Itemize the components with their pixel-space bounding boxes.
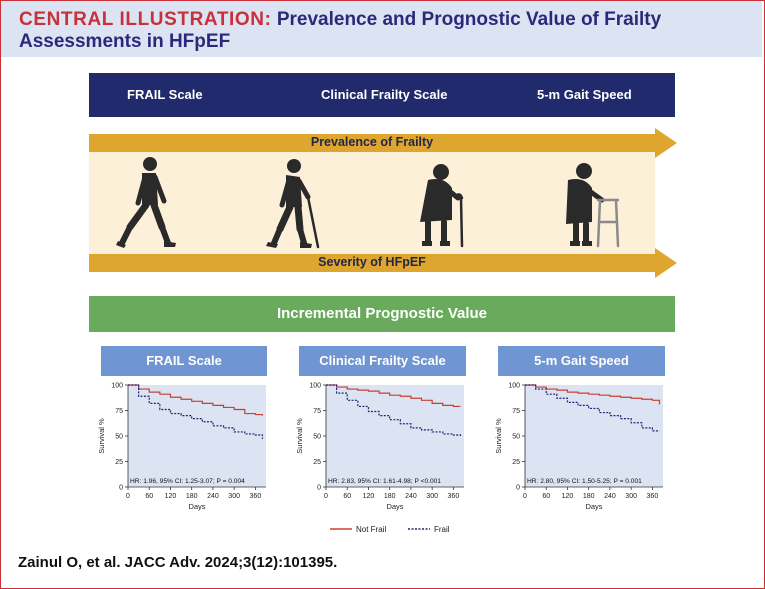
km-title-clinical-frailty-scale: Clinical Frailty Scale	[299, 346, 466, 376]
plot-area	[525, 385, 663, 487]
page-title: CENTRAL ILLUSTRATION: Prevalence and Pro…	[19, 9, 739, 53]
title-text: Prevalence and Prognostic Value of Frail…	[19, 9, 662, 52]
prevalence-label: Prevalence of Frailty	[310, 135, 434, 149]
x-tick-label: 60	[343, 493, 351, 500]
x-tick-label: 360	[448, 493, 460, 500]
header-banner: CENTRAL ILLUSTRATION: Prevalence and Pro…	[1, 1, 762, 57]
y-tick-label: 50	[115, 434, 123, 441]
y-tick-label: 25	[313, 459, 321, 466]
assessment-bar: FRAIL Scale Clinical Frailty Scale 5-m G…	[89, 73, 675, 117]
km-title-gait-speed: 5-m Gait Speed	[498, 346, 665, 376]
km-chart-frail-scale: 0 25 50 75 100 0 60 120 180 240 300 360 Days Survival…	[97, 383, 266, 511]
y-axis-label: Survival %	[494, 418, 503, 454]
x-tick-label: 120	[165, 493, 177, 500]
hazard-ratio-text: HR: 2.83, 95% CI: 1.61-4.98; P <0.001	[328, 478, 441, 485]
assessment-gait-speed: 5-m Gait Speed	[537, 87, 632, 102]
x-tick-label: 300	[228, 493, 240, 500]
series-not-frail-line	[128, 384, 264, 416]
legend-not-frail-label: Not Frail	[356, 525, 386, 534]
y-tick-label: 100	[508, 383, 520, 390]
x-tick-label: 120	[562, 493, 574, 500]
hunched-person-with-cane-icon	[420, 164, 464, 248]
frailty-figures-band	[89, 151, 655, 255]
x-tick-label: 300	[625, 493, 637, 500]
x-tick-label: 360	[647, 493, 659, 500]
incremental-value-bar: Incremental Prognostic Value	[89, 296, 675, 332]
y-tick-label: 50	[313, 434, 321, 441]
x-tick-label: 240	[207, 493, 219, 500]
series-frail-line	[525, 384, 660, 432]
y-tick-label: 50	[512, 434, 520, 441]
series-frail-line	[326, 384, 462, 436]
x-tick-label: 180	[384, 493, 396, 500]
x-tick-label: 240	[405, 493, 417, 500]
title-lead: CENTRAL ILLUSTRATION:	[19, 9, 272, 30]
x-tick-label: 0	[324, 493, 328, 500]
x-tick-label: 60	[542, 493, 550, 500]
x-tick-label: 60	[145, 493, 153, 500]
x-tick-label: 300	[426, 493, 438, 500]
y-tick-label: 75	[115, 408, 123, 415]
walking-person-icon	[116, 157, 176, 248]
hazard-ratio-text: HR: 1.96, 95% CI: 1.25-3.07; P = 0.004	[130, 478, 245, 485]
x-tick-label: 0	[126, 493, 130, 500]
x-tick-label: 120	[363, 493, 375, 500]
x-tick-label: 180	[583, 493, 595, 500]
km-legend: Not Frail Frail	[330, 525, 450, 534]
legend-frail-label: Frail	[434, 525, 450, 534]
y-tick-label: 0	[516, 485, 520, 492]
y-tick-label: 25	[115, 459, 123, 466]
x-tick-label: 180	[186, 493, 198, 500]
severity-label: Severity of HFpEF	[318, 255, 426, 269]
plot-area	[128, 385, 266, 487]
x-axis-label: Days	[188, 502, 205, 511]
person-with-cane-icon	[266, 159, 320, 249]
series-frail-line	[128, 384, 264, 440]
y-tick-label: 75	[313, 408, 321, 415]
km-title-frail-scale: FRAIL Scale	[101, 346, 267, 376]
y-axis-label: Survival %	[97, 418, 106, 454]
person-with-walker-icon	[566, 163, 620, 248]
x-tick-label: 360	[250, 493, 262, 500]
x-tick-label: 240	[604, 493, 616, 500]
plot-area	[326, 385, 464, 487]
assessment-frail-scale: FRAIL Scale	[127, 87, 203, 102]
km-chart-gait-speed: 0 25 50 75 100 0 60 120 180 240 300 360 Days Survival…	[494, 383, 663, 511]
y-tick-label: 75	[512, 408, 520, 415]
y-tick-label: 100	[111, 383, 123, 390]
hazard-ratio-text: HR: 2.80, 95% CI: 1.50-5.25; P = 0.001	[527, 478, 642, 485]
citation: Zainul O, et al. JACC Adv. 2024;3(12):10…	[18, 554, 338, 571]
assessment-clinical-frailty-scale: Clinical Frailty Scale	[321, 87, 448, 102]
x-axis-label: Days	[585, 502, 602, 511]
y-tick-label: 0	[119, 485, 123, 492]
prevalence-arrow	[89, 128, 677, 158]
y-tick-label: 0	[317, 485, 321, 492]
series-not-frail-line	[326, 384, 461, 408]
km-chart-clinical-frailty-scale: 0 25 50 75 100 0 60 120 180 240 300 360 Days Survival…	[295, 383, 464, 511]
severity-arrow	[89, 248, 677, 278]
y-tick-label: 25	[512, 459, 520, 466]
x-tick-label: 0	[523, 493, 527, 500]
series-not-frail-line	[525, 384, 661, 405]
x-axis-label: Days	[386, 502, 403, 511]
y-tick-label: 100	[309, 383, 321, 390]
y-axis-label: Survival %	[295, 418, 304, 454]
